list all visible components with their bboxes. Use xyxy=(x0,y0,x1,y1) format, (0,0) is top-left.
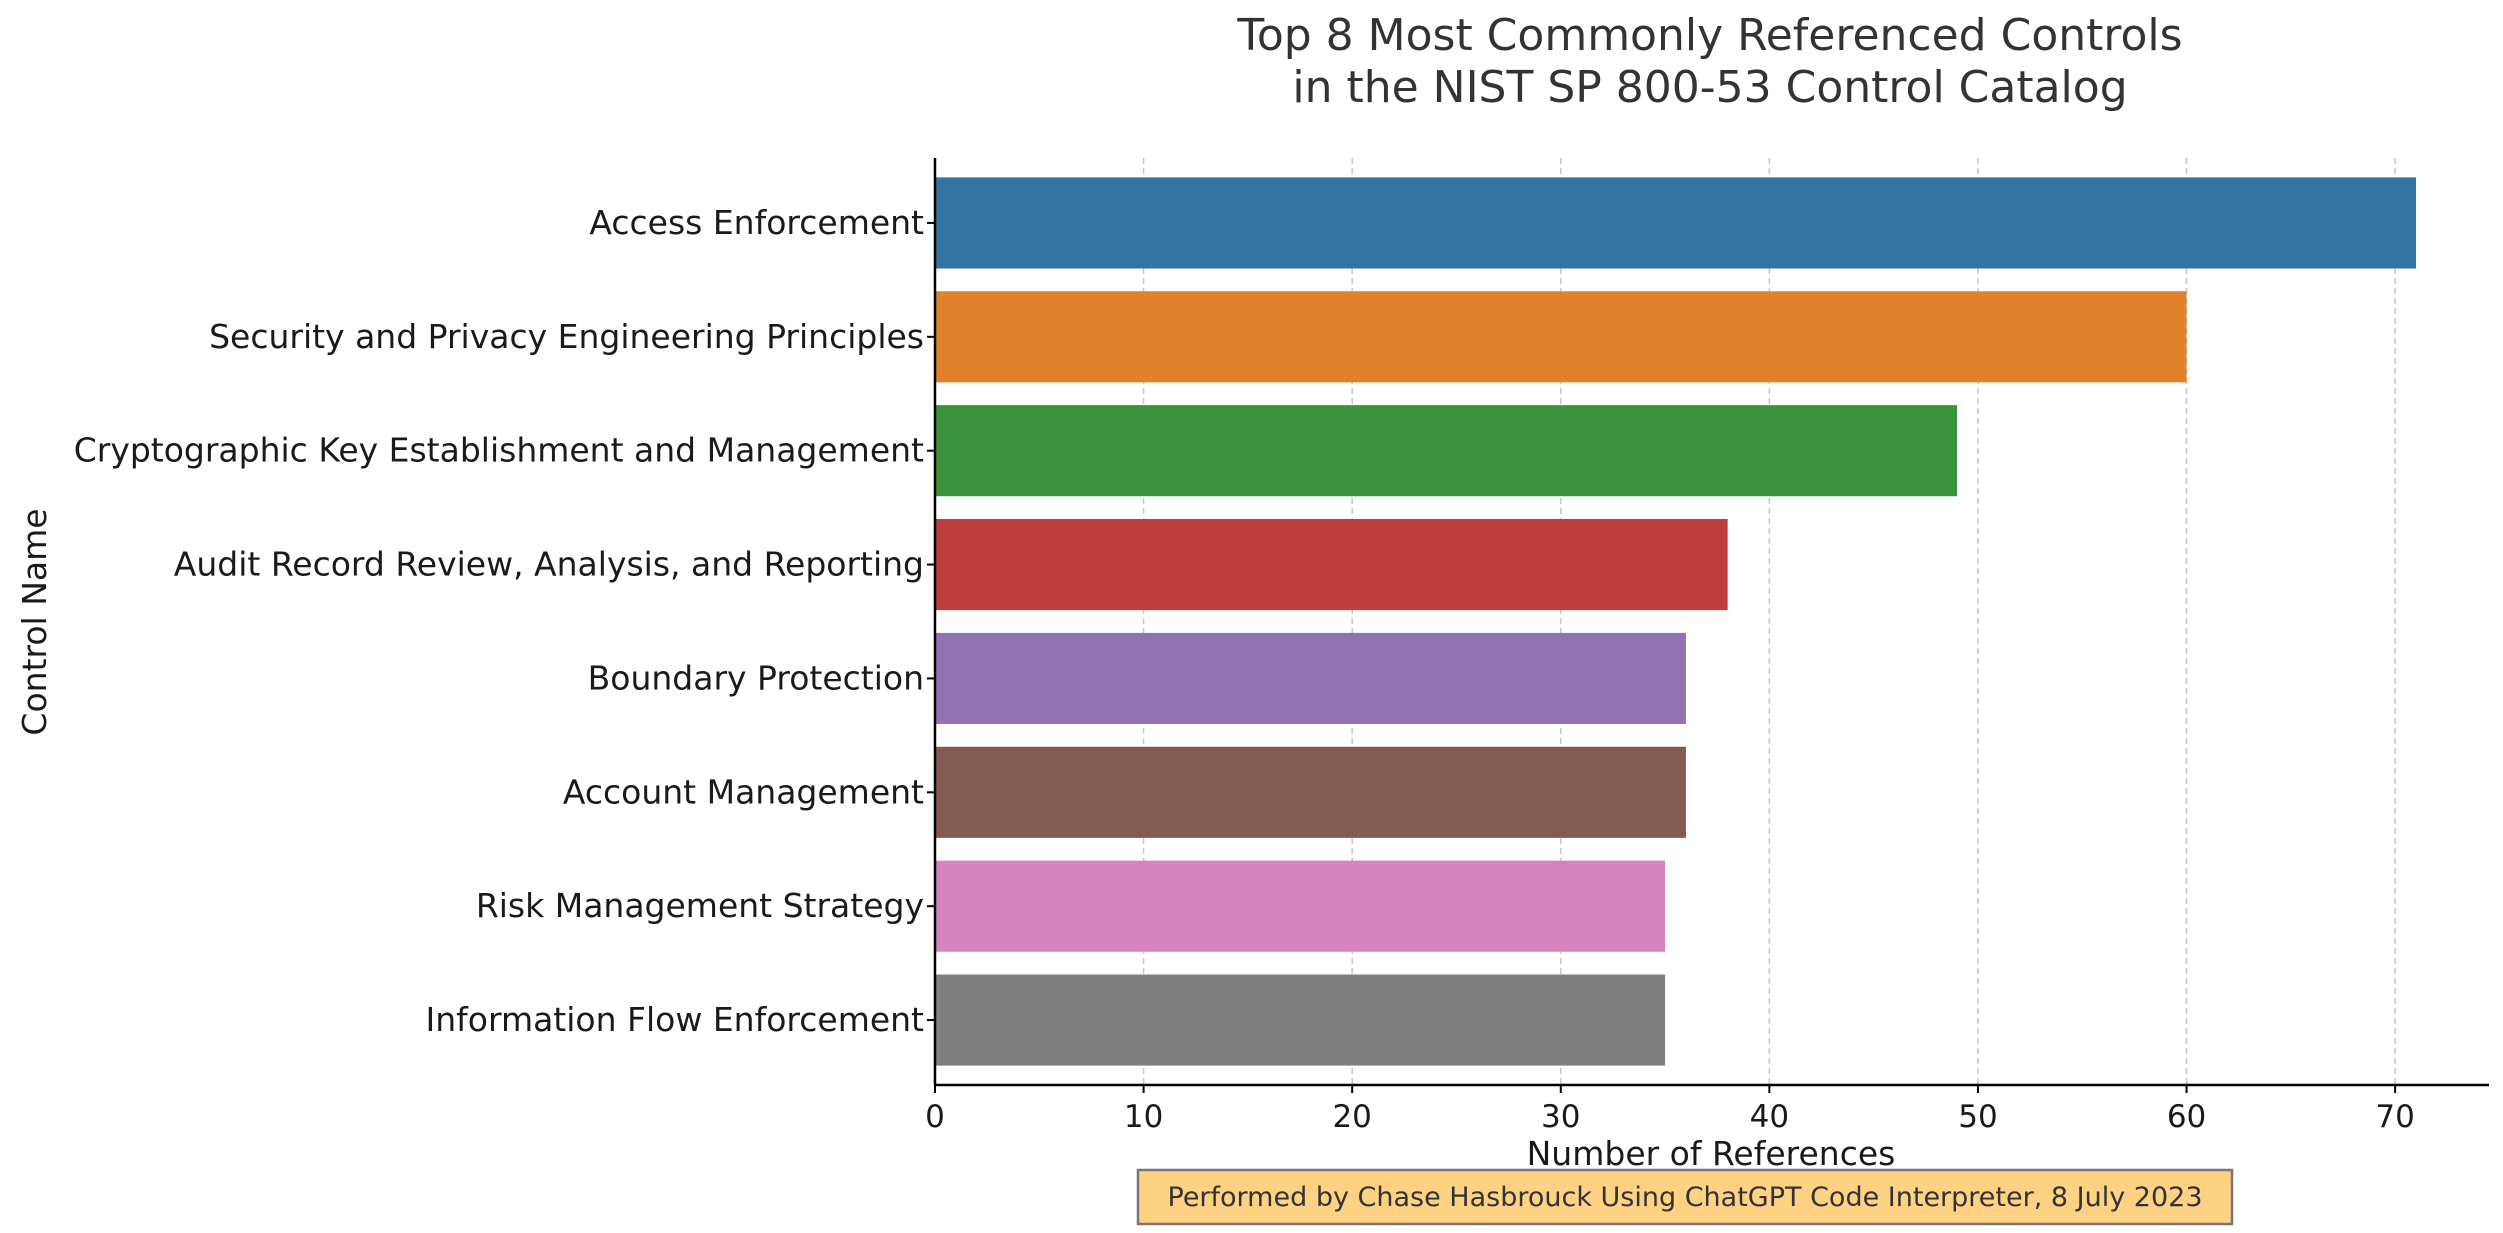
bar xyxy=(935,519,1728,611)
bar xyxy=(935,632,1686,724)
bar xyxy=(935,405,1958,497)
x-tick-label: 40 xyxy=(1750,1099,1789,1135)
y-axis-label: Control Name xyxy=(15,508,54,735)
footnote-text: Performed by Chase Hasbrouck Using ChatG… xyxy=(1168,1182,2203,1213)
y-tick-label: Security and Privacy Engineering Princip… xyxy=(209,317,924,356)
footnote-box: Performed by Chase Hasbrouck Using ChatG… xyxy=(1136,1168,2234,1226)
y-tick-label: Cryptographic Key Establishment and Mana… xyxy=(74,431,924,470)
x-tick-label: 20 xyxy=(1332,1099,1371,1135)
y-tick-label: Audit Record Review, Analysis, and Repor… xyxy=(174,545,924,584)
bar xyxy=(935,746,1686,838)
y-tick-label: Information Flow Enforcement xyxy=(426,1000,925,1039)
y-tick-label: Account Management xyxy=(563,772,924,811)
y-tick-label: Risk Management Strategy xyxy=(476,886,924,925)
x-tick-label: 0 xyxy=(925,1099,945,1135)
x-axis-label: Number of References xyxy=(1527,1134,1896,1173)
x-tick-label: 60 xyxy=(2167,1099,2206,1135)
bar xyxy=(935,860,1666,952)
chart-title-line-1: Top 8 Most Commonly Referenced Controls xyxy=(1236,10,2182,61)
y-tick-label: Access Enforcement xyxy=(589,203,924,242)
x-tick-label: 70 xyxy=(2375,1099,2414,1135)
axes xyxy=(933,158,2489,1087)
bar xyxy=(935,974,1666,1066)
x-tick-label: 30 xyxy=(1541,1099,1580,1135)
chart-title-line-2: in the NIST SP 800-53 Control Catalog xyxy=(1292,62,2127,113)
x-tick-label: 50 xyxy=(1958,1099,1997,1135)
bar xyxy=(935,291,2187,383)
bar xyxy=(935,177,2416,269)
bars xyxy=(935,177,2416,1066)
ticks: 0 10 20 30 40 50 60 70 Access Enforcement Securit… xyxy=(74,203,2415,1135)
x-tick-label: 10 xyxy=(1124,1099,1163,1135)
y-tick-label: Boundary Protection xyxy=(588,658,924,697)
